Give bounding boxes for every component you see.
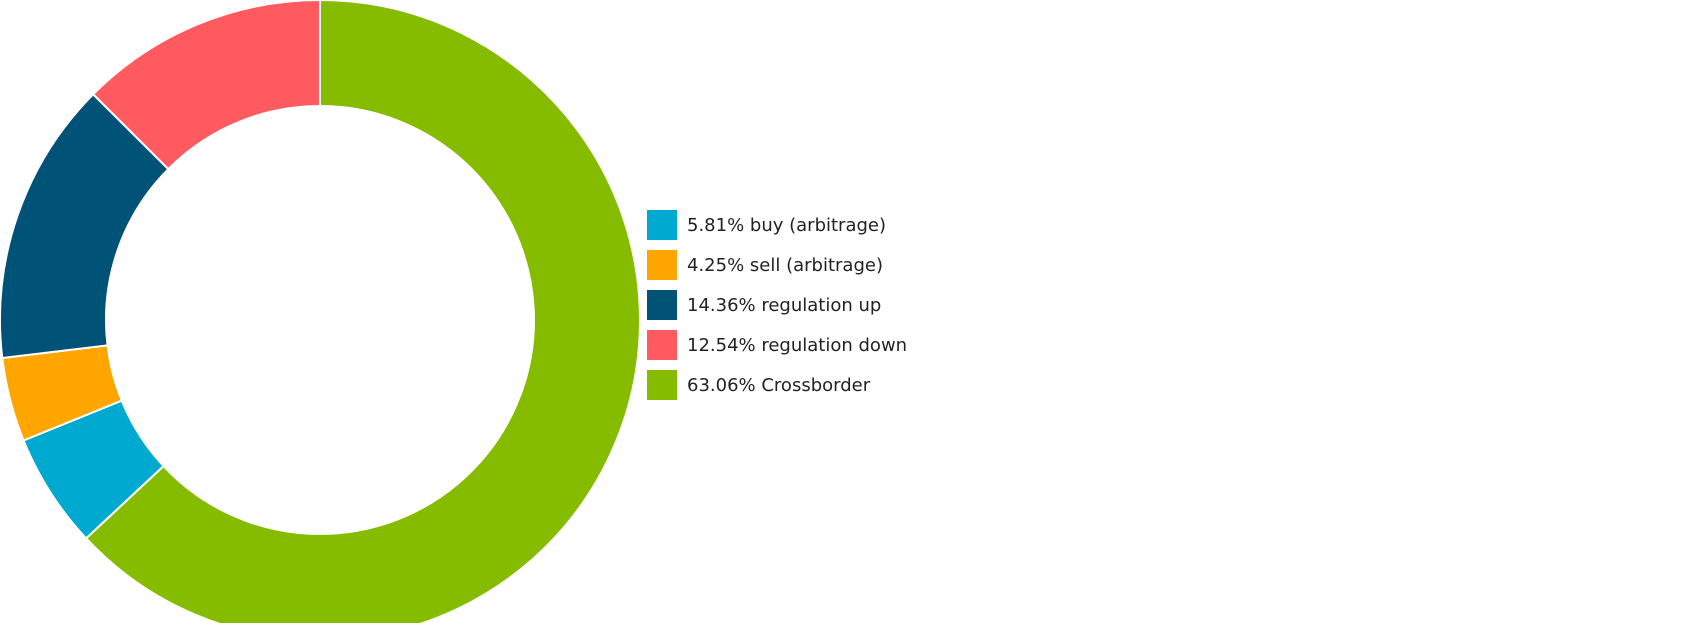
legend-label: 63.06% Crossborder (687, 374, 871, 396)
legend-item-buy-arbitrage[interactable]: 5.81% buy (arbitrage) (647, 205, 907, 245)
legend-item-regulation-up[interactable]: 14.36% regulation up (647, 285, 907, 325)
legend-swatch (647, 370, 677, 400)
legend-swatch (647, 210, 677, 240)
legend-item-regulation-down[interactable]: 12.54% regulation down (647, 325, 907, 365)
legend-label: 12.54% regulation down (687, 334, 908, 356)
legend-label: 14.36% regulation up (687, 294, 882, 316)
slice-regulation-down[interactable] (91, 0, 321, 171)
legend-item-sell-arbitrage[interactable]: 4.25% sell (arbitrage) (647, 245, 907, 285)
slice-crossborder[interactable] (84, 0, 640, 623)
legend-label: 4.25% sell (arbitrage) (687, 254, 883, 276)
legend-swatch (647, 330, 677, 360)
legend: 5.81% buy (arbitrage) 4.25% sell (arbitr… (647, 205, 907, 405)
legend-swatch (647, 290, 677, 320)
legend-item-crossborder[interactable]: 63.06% Crossborder (647, 365, 907, 405)
legend-swatch (647, 250, 677, 280)
donut-chart (0, 0, 640, 623)
legend-label: 5.81% buy (arbitrage) (687, 214, 887, 236)
